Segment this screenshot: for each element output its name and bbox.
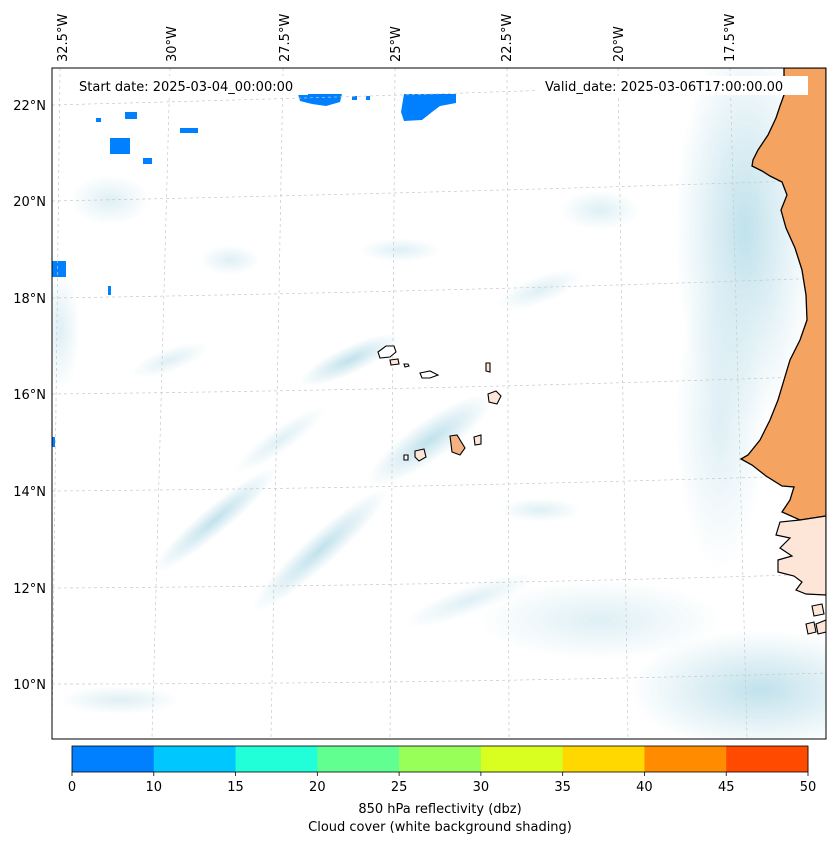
colorbar-label-reflectivity: 850 hPa reflectivity (dbz) <box>358 802 521 817</box>
lat-label: 14°N <box>13 485 46 500</box>
lat-label: 12°N <box>13 582 46 597</box>
lon-label: 20°W <box>612 26 627 62</box>
lon-label: 17.5°W <box>723 14 738 62</box>
colorbar-swatch <box>644 746 727 772</box>
longitude-labels: 32.5°W 30°W 27.5°W 25°W 22.5°W 20°W 17.5… <box>56 14 738 62</box>
colorbar-tick-label: 25 <box>391 780 408 795</box>
colorbar-tick-label: 10 <box>146 780 163 795</box>
colorbar-label-cloud-cover: Cloud cover (white background shading) <box>308 820 572 835</box>
lat-label: 18°N <box>13 292 46 307</box>
lon-label: 32.5°W <box>56 14 71 62</box>
reflectivity-patches <box>52 94 456 447</box>
colorbar-tick-label: 0 <box>68 780 76 795</box>
map-frame <box>51 67 827 740</box>
colorbar-ticks: 0 10 15 20 25 30 35 40 45 50 <box>68 772 816 795</box>
colorbar-swatch <box>317 746 400 772</box>
colorbar-swatch <box>72 746 155 772</box>
colorbar-swatches <box>72 746 809 772</box>
valid-date-label: Valid_date: 2025-03-06T17:00:00.00 <box>545 80 783 95</box>
colorbar-swatch <box>399 746 482 772</box>
lat-label: 22°N <box>13 99 46 114</box>
lat-label: 16°N <box>13 388 46 403</box>
lat-label: 10°N <box>13 678 46 693</box>
lon-label: 22.5°W <box>500 14 515 62</box>
graticule <box>52 68 826 739</box>
colorbar-swatch <box>480 746 564 772</box>
west-africa-landmass <box>739 68 826 521</box>
colorbar-tick-label: 50 <box>800 780 817 795</box>
senegal-gambia-guinea-coast <box>775 515 826 596</box>
colorbar-swatch <box>235 746 318 772</box>
colorbar-swatch <box>726 746 809 772</box>
colorbar: 0 10 15 20 25 30 35 40 45 50 850 hPa reflectivity… <box>68 745 816 835</box>
colorbar-tick-label: 20 <box>309 780 326 795</box>
colorbar-frame <box>71 745 809 773</box>
colorbar-tick-label: 30 <box>473 780 490 795</box>
colorbar-tick-label: 35 <box>554 780 571 795</box>
cape-verde-islands <box>377 345 502 462</box>
lon-label: 25°W <box>389 26 404 62</box>
bijagos-islands <box>805 603 826 635</box>
colorbar-tick-label: 45 <box>718 780 735 795</box>
lon-label: 30°W <box>165 26 180 62</box>
colorbar-tick-label: 15 <box>227 780 244 795</box>
date-banner: Start date: 2025-03-04_00:00:00 Valid_da… <box>72 76 808 95</box>
map-plot-area: Start date: 2025-03-04_00:00:00 Valid_da… <box>52 68 826 739</box>
start-date-label: Start date: 2025-03-04_00:00:00 <box>79 80 293 95</box>
colorbar-tick-label: 40 <box>636 780 653 795</box>
lat-label: 20°N <box>13 195 46 210</box>
latitude-labels: 22°N 20°N 18°N 16°N 14°N 12°N 10°N <box>13 99 46 693</box>
lon-label: 27.5°W <box>278 14 293 62</box>
colorbar-swatch <box>153 746 237 772</box>
cloud-cover-shading <box>52 68 826 739</box>
colorbar-swatch <box>562 746 645 772</box>
